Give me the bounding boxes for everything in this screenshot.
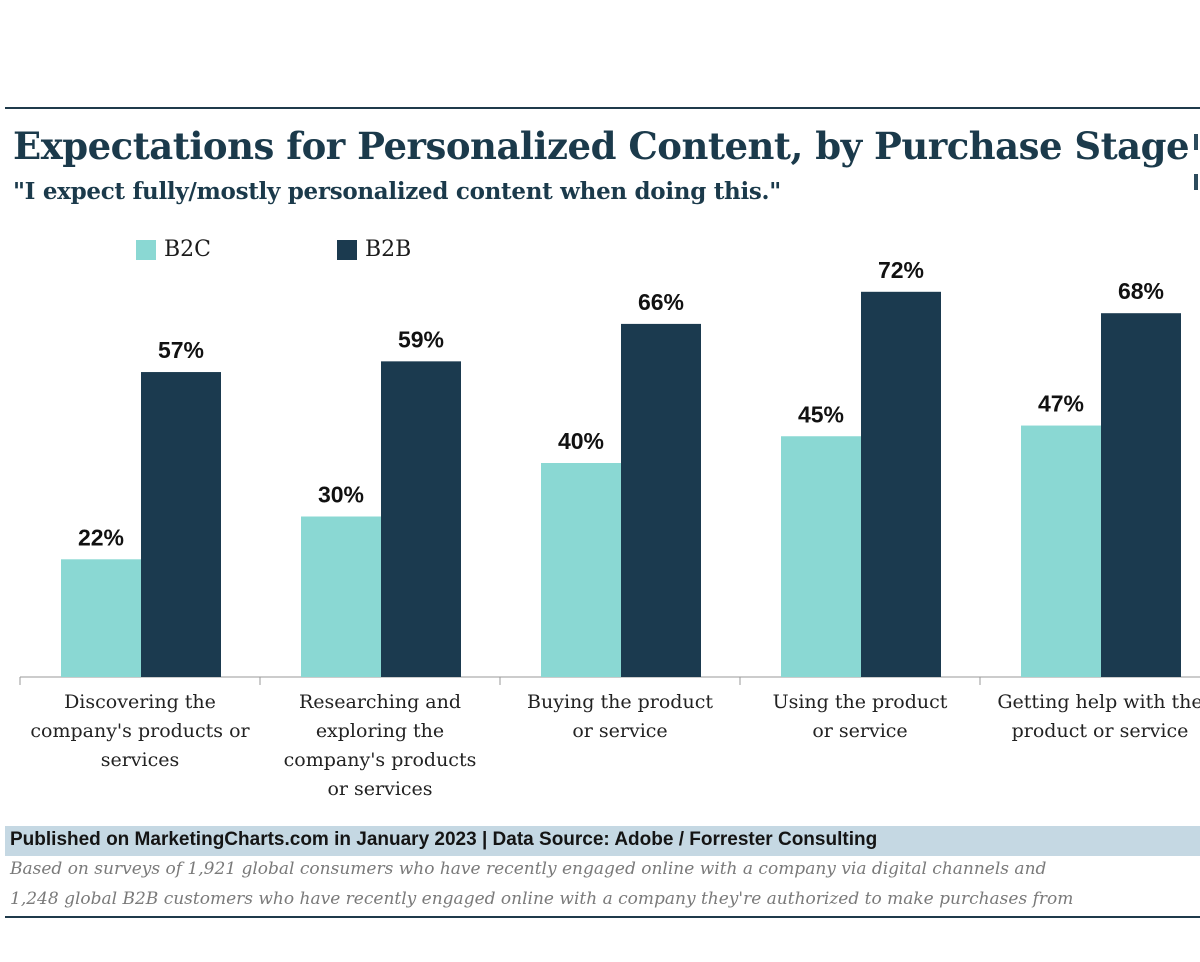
legend-swatch-b2c [136,239,156,260]
data-label-b2b-2: 59% [398,326,444,352]
bar-b2c-4 [781,436,861,677]
legend-label-b2c: B2C [164,237,211,262]
edge-decoration-2 [1194,174,1198,190]
top-divider [5,107,1200,109]
bar-b2c-3 [541,463,621,677]
bar-b2c-5 [1021,425,1101,677]
footer-source: Published on MarketingCharts.com in Janu… [10,829,878,850]
bar-b2b-5 [1101,313,1181,677]
category-label-4: Using the product or service [772,691,948,742]
bar-b2b-2 [381,361,461,677]
data-label-b2c-2: 30% [318,482,364,508]
data-label-b2b-5: 68% [1118,278,1164,304]
bar-b2b-3 [621,323,701,677]
chart-title: Expectations for Personalized Content, b… [13,124,1190,168]
legend-item-b2c: B2C [136,237,211,262]
legend-label-b2b: B2B [365,237,412,262]
bar-b2b-4 [861,291,941,677]
edge-decoration-1 [1194,134,1198,150]
data-label-b2c-3: 40% [558,428,604,454]
chart-subtitle: "I expect fully/mostly personalized cont… [13,178,781,205]
data-label-b2c-5: 47% [1038,391,1084,417]
legend-item-b2b: B2B [337,237,411,262]
category-label-3: Buying the product or service [527,691,713,742]
category-label-2: Researching and exploring the company's … [283,691,477,800]
bar-b2c-2 [301,516,381,677]
footer-band [5,826,1200,856]
footer-note-line-2: 1,248 global B2B customers who have rece… [10,889,1074,909]
category-label-1: Discovering the company's products or se… [30,691,250,771]
bar-b2b-1 [141,372,221,677]
footer-note-line-1: Based on surveys of 1,921 global consume… [10,859,1047,879]
data-label-b2b-3: 66% [638,289,684,315]
category-label-5: Getting help with the product or service [997,691,1200,742]
bar-b2c-1 [61,559,141,677]
data-label-b2b-1: 57% [158,337,204,363]
legend-swatch-b2b [337,239,357,260]
data-label-b2b-4: 72% [878,257,924,283]
data-label-b2c-4: 45% [798,401,844,427]
bottom-divider [5,916,1200,918]
data-label-b2c-1: 22% [78,524,124,550]
